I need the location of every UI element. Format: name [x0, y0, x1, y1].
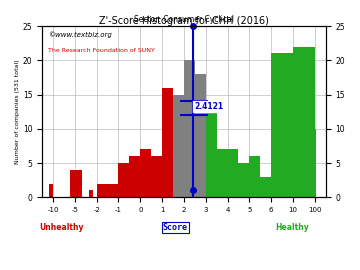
- Bar: [140, 149, 151, 197]
- Bar: [217, 149, 228, 197]
- Text: Sector: Consumer Cyclical: Sector: Consumer Cyclical: [134, 15, 234, 24]
- Text: Unhealthy: Unhealthy: [40, 223, 84, 232]
- Bar: [89, 190, 93, 197]
- Text: The Research Foundation of SUNY: The Research Foundation of SUNY: [48, 48, 155, 53]
- Bar: [173, 94, 184, 197]
- Title: Z'-Score Histogram for CHH (2016): Z'-Score Histogram for CHH (2016): [99, 16, 269, 26]
- Bar: [271, 53, 293, 197]
- Bar: [108, 184, 118, 197]
- Bar: [195, 74, 206, 197]
- Bar: [260, 177, 271, 197]
- Bar: [151, 156, 162, 197]
- Text: Healthy: Healthy: [275, 223, 309, 232]
- Bar: [129, 156, 140, 197]
- Text: ©www.textbiz.org: ©www.textbiz.org: [48, 31, 112, 38]
- Y-axis label: Number of companies (531 total): Number of companies (531 total): [15, 59, 20, 164]
- Bar: [293, 47, 315, 197]
- Bar: [184, 60, 195, 197]
- Bar: [228, 149, 238, 197]
- Bar: [71, 170, 75, 197]
- Text: Score: Score: [163, 223, 188, 232]
- Text: 2.4121: 2.4121: [194, 102, 223, 111]
- Bar: [75, 170, 82, 197]
- Bar: [49, 184, 53, 197]
- Bar: [96, 184, 108, 197]
- Bar: [315, 129, 316, 197]
- Bar: [238, 163, 249, 197]
- Bar: [118, 163, 129, 197]
- Bar: [206, 108, 217, 197]
- Bar: [249, 156, 260, 197]
- Bar: [162, 88, 173, 197]
